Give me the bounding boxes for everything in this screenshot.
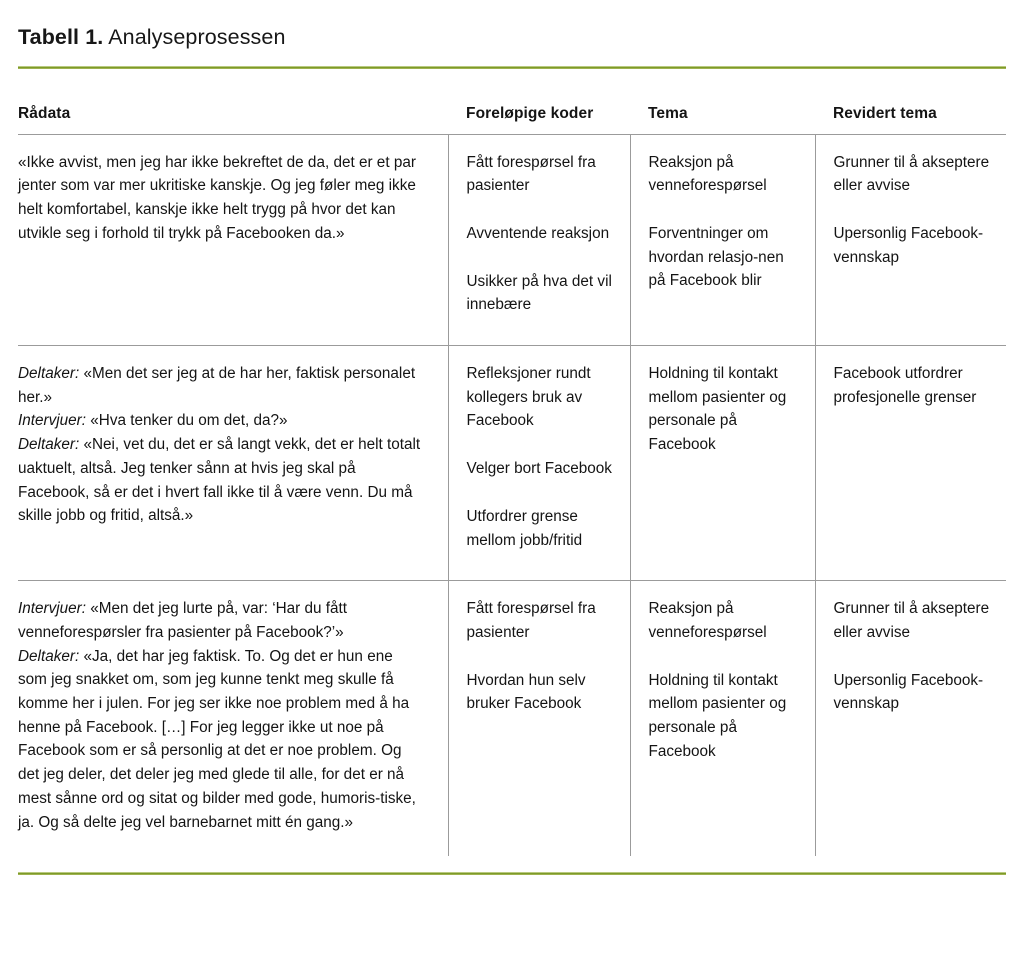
dialogue-text: «Men det jeg lurte på, var: ‘Har du fått…	[18, 600, 348, 641]
table-row: Intervjuer: «Men det jeg lurte på, var: …	[18, 580, 1006, 857]
speaker-label: Intervjuer:	[18, 600, 87, 618]
table-bottom-rule	[18, 872, 1006, 876]
caption-label: Tabell 1.	[18, 25, 104, 49]
caption-title: Analyseprosessen	[108, 25, 286, 49]
code-item: Fått forespørsel fra pasienter	[466, 153, 596, 195]
revised-theme-item: Grunner til å akseptere eller avvise	[833, 600, 990, 641]
code-item: Utfordrer grense mellom jobb/fritid	[466, 507, 583, 549]
dialogue-text: «Ja, det har jeg faktisk. To. Og det er …	[18, 647, 416, 831]
speaker-label: Deltaker:	[18, 436, 80, 454]
quote-text: «Ikke avvist, men jeg har ikke bekreftet…	[18, 153, 416, 242]
code-item: Usikker på hva det vil innebære	[466, 272, 612, 314]
dialogue-text: «Hva tenker du om det, da?»	[90, 412, 288, 430]
code-item: Hvordan hun selv bruker Facebook	[466, 671, 586, 713]
cell-tema: Holdning til kontakt mellom pasienter og…	[629, 345, 815, 582]
revised-theme-item: Upersonlig Facebook-vennskap	[833, 671, 984, 713]
table-body: «Ikke avvist, men jeg har ikke bekreftet…	[18, 134, 1006, 857]
cell-forelopige-koder: Fått forespørsel fra pasienter Hvordan h…	[447, 580, 630, 857]
cell-forelopige-koder: Fått forespørsel fra pasienter Avventend…	[447, 134, 630, 347]
analysis-table: Rådata Foreløpige koder Tema Revidert te…	[18, 104, 1006, 857]
dialogue-line: Intervjuer: «Men det jeg lurte på, var: …	[18, 597, 424, 644]
column-header-tema: Tema	[630, 104, 815, 135]
table-bottom-spacer	[18, 856, 1006, 872]
theme-item: Holdning til kontakt mellom pasienter og…	[648, 365, 787, 454]
cell-tema: Reaksjon på venneforespørsel Forventning…	[629, 134, 815, 347]
table-header: Rådata Foreløpige koder Tema Revidert te…	[18, 104, 1006, 135]
code-item: Fått forespørsel fra pasienter	[466, 600, 596, 641]
cell-radata: Deltaker: «Men det ser jeg at de har her…	[18, 345, 448, 582]
dialogue-line: Deltaker: «Men det ser jeg at de har her…	[18, 362, 424, 409]
cell-tema: Reaksjon på venneforespørsel Holdning ti…	[629, 580, 815, 857]
cell-revidert-tema: Grunner til å akseptere eller avvise Upe…	[814, 580, 1006, 857]
table-header-row: Rådata Foreløpige koder Tema Revidert te…	[18, 104, 1006, 135]
code-item: Velger bort Facebook	[466, 460, 612, 478]
theme-item: Forventninger om hvordan relasjo-nen på …	[648, 224, 784, 290]
theme-item: Reaksjon på venneforespørsel	[648, 153, 767, 195]
column-header-forelopige-koder: Foreløpige koder	[448, 104, 630, 135]
caption-divider-rule	[18, 65, 1006, 69]
table-container: Rådata Foreløpige koder Tema Revidert te…	[18, 104, 1006, 857]
speaker-label: Deltaker:	[18, 647, 80, 665]
table-row: «Ikke avvist, men jeg har ikke bekreftet…	[18, 134, 1006, 347]
column-header-radata: Rådata	[18, 104, 448, 135]
column-header-revidert-tema: Revidert tema	[815, 104, 1006, 135]
table-caption: Tabell 1. Analyseprosessen	[18, 0, 1006, 52]
cell-radata: Intervjuer: «Men det jeg lurte på, var: …	[18, 581, 448, 857]
code-item: Avventende reaksjon	[466, 224, 610, 242]
revised-theme-item: Facebook utfordrer profesjonelle grenser	[833, 365, 977, 406]
theme-item: Reaksjon på venneforespørsel	[648, 600, 767, 641]
speaker-label: Deltaker:	[18, 365, 80, 383]
dialogue-text: «Men det ser jeg at de har her, faktisk …	[18, 365, 416, 406]
cell-revidert-tema: Facebook utfordrer profesjonelle grenser	[814, 345, 1006, 582]
cell-forelopige-koder: Refleksjoner rundt kollegers bruk av Fac…	[447, 345, 630, 582]
cell-radata: «Ikke avvist, men jeg har ikke bekreftet…	[18, 134, 448, 347]
dialogue-text: «Nei, vet du, det er så langt vekk, det …	[18, 436, 421, 525]
dialogue-line: Deltaker: «Ja, det har jeg faktisk. To. …	[18, 645, 424, 835]
revised-theme-item: Upersonlig Facebook-vennskap	[833, 224, 984, 266]
table-row: Deltaker: «Men det ser jeg at de har her…	[18, 345, 1006, 582]
code-item: Refleksjoner rundt kollegers bruk av Fac…	[466, 365, 591, 430]
speaker-label: Intervjuer:	[18, 412, 87, 430]
cell-revidert-tema: Grunner til å akseptere eller avvise Upe…	[814, 134, 1006, 347]
dialogue-line: Deltaker: «Nei, vet du, det er så langt …	[18, 433, 424, 528]
dialogue-line: Intervjuer: «Hva tenker du om det, da?»	[18, 409, 424, 433]
theme-item: Holdning til kontakt mellom pasienter og…	[648, 671, 787, 760]
revised-theme-item: Grunner til å akseptere eller avvise	[833, 153, 990, 195]
